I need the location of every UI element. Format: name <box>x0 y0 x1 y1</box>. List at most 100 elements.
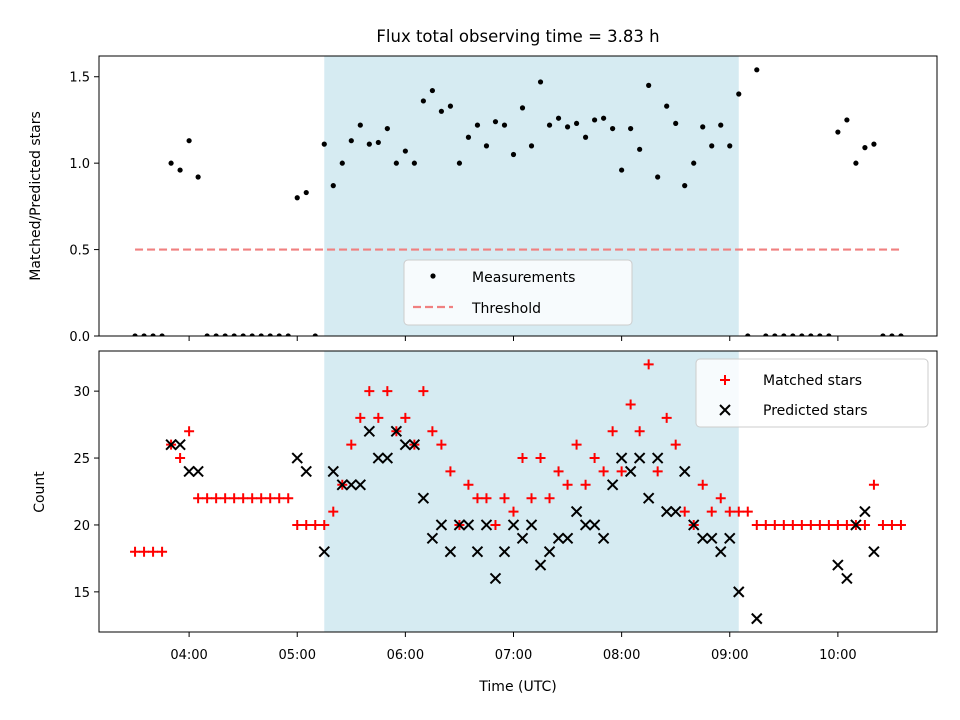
matched-star-marker <box>301 519 312 530</box>
predicted-star-marker <box>390 425 403 437</box>
matched-star-marker <box>490 519 501 530</box>
measurement-point <box>429 87 435 94</box>
matched-star-marker <box>616 466 627 477</box>
measurement-point <box>564 124 571 130</box>
predicted-star-marker <box>633 452 646 464</box>
matched-star-marker <box>481 493 492 504</box>
matched-star-marker <box>751 519 762 530</box>
legend-label-matched: Matched stars <box>763 373 862 389</box>
measurement-point <box>646 82 652 88</box>
measurement-point <box>628 125 634 132</box>
predicted-star-marker <box>588 519 601 531</box>
matched-star-marker <box>571 439 582 450</box>
matched-star-marker <box>832 519 843 530</box>
measurement-point <box>249 333 255 336</box>
predicted-star-marker <box>453 519 466 531</box>
matched-star-marker <box>211 493 222 504</box>
series-group <box>132 67 904 336</box>
series-x <box>165 425 880 625</box>
measurement-point <box>393 160 399 166</box>
matched-star-marker <box>157 546 168 557</box>
predicted-star-marker <box>624 465 637 478</box>
matched-star-marker <box>715 493 726 504</box>
bottom-y-axis-title: Count <box>32 471 48 513</box>
predicted-star-marker <box>660 505 673 518</box>
legend-label-threshold: Threshold <box>471 301 541 317</box>
y-tick-label: 0.5 <box>69 244 90 259</box>
measurement-point <box>673 120 679 127</box>
measurement-point <box>195 174 201 180</box>
measurement-point <box>591 117 598 123</box>
matched-star-marker <box>769 519 780 530</box>
matched-star-marker <box>589 453 600 464</box>
measurement-point <box>141 333 147 336</box>
measurement-point <box>330 183 336 189</box>
matched-star-marker <box>778 519 789 530</box>
measurement-point <box>691 160 697 166</box>
predicted-star-marker <box>561 532 574 545</box>
matched-star-marker <box>526 493 537 504</box>
measurement-point <box>727 143 733 149</box>
matched-star-marker <box>634 426 645 437</box>
measurement-point <box>447 103 454 109</box>
observing-window-shade <box>324 351 739 632</box>
matched-star-marker <box>625 399 636 410</box>
legend-label-measurements: Measurements <box>472 270 575 286</box>
measurement-point <box>682 183 688 189</box>
matched-star-marker <box>652 466 663 477</box>
matched-star-marker <box>400 412 411 423</box>
matched-star-marker <box>319 519 330 530</box>
predicted-star-marker <box>651 452 664 464</box>
predicted-star-marker <box>165 438 177 451</box>
top-chart-title: Flux total observing time = 3.83 h <box>376 27 659 46</box>
predicted-star-marker <box>516 532 529 545</box>
matched-star-marker <box>445 466 456 477</box>
measurement-point <box>619 167 625 173</box>
measurement-point <box>168 160 174 166</box>
measurement-point <box>240 333 246 336</box>
predicted-star-marker <box>192 465 204 478</box>
predicted-star-marker <box>642 492 655 504</box>
matched-star-marker <box>265 493 276 504</box>
matched-star-marker <box>427 426 438 437</box>
legend-box <box>403 259 633 326</box>
measurement-point <box>519 105 526 111</box>
measurement-point <box>357 122 363 128</box>
matched-star-marker <box>436 439 447 450</box>
top-legend: Measurements Threshold <box>403 259 633 326</box>
measurement-point <box>375 139 381 146</box>
predicted-star-marker <box>291 452 303 464</box>
measurement-point <box>898 333 904 336</box>
measurement-point <box>555 115 562 121</box>
matched-star-marker <box>229 493 240 504</box>
predicted-star-marker <box>678 465 691 478</box>
measurement-point <box>132 333 138 336</box>
legend-label-predicted: Predicted stars <box>763 403 868 419</box>
measurement-point <box>384 125 390 132</box>
matched-star-marker <box>247 493 258 504</box>
predicted-star-marker <box>408 438 421 451</box>
measurement-point <box>880 333 886 336</box>
predicted-star-marker <box>381 452 394 464</box>
measurement-point <box>465 134 472 140</box>
legend-marker-measurements <box>430 273 436 279</box>
matched-star-marker <box>544 493 555 504</box>
top-chart: Flux total observing time = 3.83 h 0.00.… <box>28 27 938 345</box>
matched-star-marker <box>184 426 195 437</box>
measurement-point <box>303 189 309 196</box>
measurement-point <box>889 333 895 336</box>
predicted-star-marker <box>174 438 186 451</box>
measurement-point <box>267 333 273 336</box>
predicted-star-marker <box>688 519 700 531</box>
predicted-star-marker <box>832 559 844 571</box>
matched-star-marker <box>859 519 870 530</box>
predicted-star-marker <box>868 546 880 558</box>
predicted-star-marker <box>579 519 592 531</box>
matched-star-marker <box>886 519 897 530</box>
predicted-star-marker <box>318 546 330 558</box>
matched-star-marker <box>895 519 906 530</box>
measurement-point <box>601 115 607 121</box>
predicted-star-marker <box>850 519 862 531</box>
measurement-point <box>790 333 796 336</box>
y-tick-label: 30 <box>73 385 90 400</box>
